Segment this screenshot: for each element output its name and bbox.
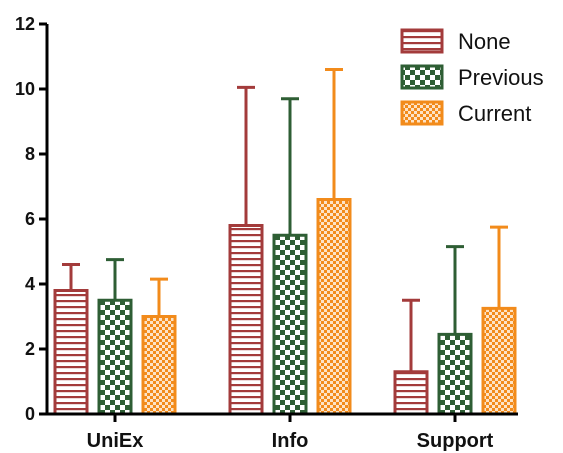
bar-previous-info [272, 233, 308, 416]
y-tick-label: 10 [15, 79, 35, 99]
y-tick-label: 12 [15, 14, 35, 34]
x-axis: UniEx Info Support [45, 412, 518, 452]
legend-label: Current [458, 101, 531, 126]
legend-item: Previous [400, 64, 544, 90]
legend-label: None [458, 29, 511, 54]
x-tick-label: Support [417, 430, 494, 452]
legend-label: Previous [458, 65, 544, 90]
bar-current-info [316, 198, 352, 416]
x-tick-label: UniEx [87, 430, 144, 452]
bar-none-support [393, 370, 429, 416]
bar-current-support [481, 306, 517, 416]
legend-item: Current [400, 100, 531, 126]
y-axis: 0 2 4 6 8 10 12 [15, 14, 49, 424]
bar-current-uniex [141, 315, 177, 416]
legend-swatch [400, 28, 444, 54]
legend-item: None [400, 28, 511, 54]
y-tick-label: 6 [25, 209, 35, 229]
plot-area [53, 68, 517, 416]
x-tick-label: Info [272, 430, 309, 452]
legend-swatch [400, 100, 444, 126]
bar-previous-support [437, 332, 473, 416]
y-tick-label: 8 [25, 144, 35, 164]
y-tick-label: 2 [25, 339, 35, 359]
y-tick-label: 4 [25, 274, 35, 294]
bar-none-uniex [53, 289, 89, 416]
bar-none-info [228, 224, 264, 416]
legend-swatch [400, 64, 444, 90]
bar-previous-uniex [97, 298, 133, 416]
legend: None Previous Current [400, 28, 544, 126]
y-tick-label: 0 [25, 404, 35, 424]
